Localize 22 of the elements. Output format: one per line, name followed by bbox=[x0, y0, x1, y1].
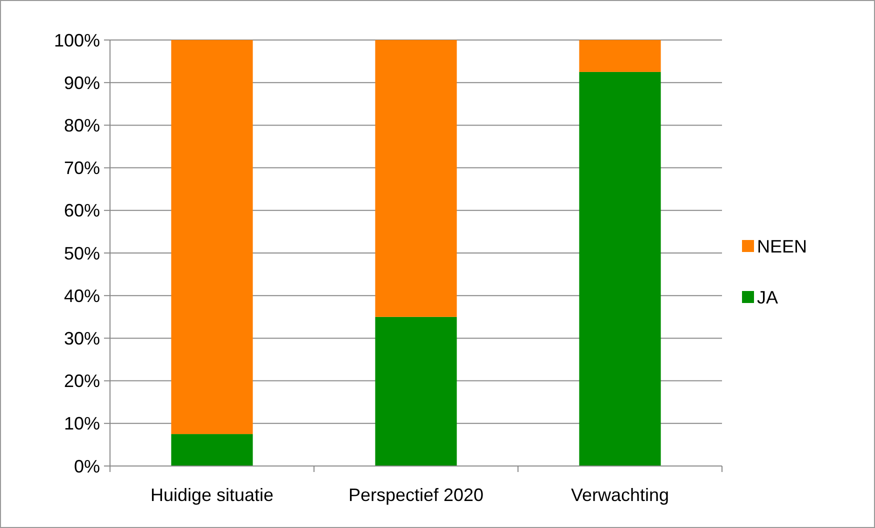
x-tick-label: Perspectief 2020 bbox=[348, 485, 484, 505]
legend-label: NEEN bbox=[757, 236, 808, 256]
y-tick-label: 80% bbox=[64, 116, 100, 136]
y-tick-label: 0% bbox=[74, 456, 100, 476]
y-tick-label: 10% bbox=[64, 414, 100, 434]
x-tick-label: Verwachting bbox=[570, 485, 670, 505]
x-tick-label: Huidige situatie bbox=[150, 485, 274, 505]
y-tick-label: 100% bbox=[54, 30, 100, 50]
legend-label: JA bbox=[757, 287, 778, 308]
y-tick-label: 50% bbox=[64, 243, 100, 264]
y-tick-label: 30% bbox=[64, 328, 100, 348]
y-tick-label: 20% bbox=[64, 371, 100, 392]
bar bbox=[171, 40, 253, 434]
y-tick-label: 40% bbox=[64, 286, 100, 306]
y-tick-label: 60% bbox=[64, 200, 100, 221]
y-tick-label: 70% bbox=[64, 158, 100, 178]
bar bbox=[579, 72, 661, 466]
bar bbox=[579, 40, 661, 72]
bar bbox=[375, 40, 457, 317]
bar bbox=[171, 434, 253, 466]
y-tick-label: 90% bbox=[64, 72, 100, 93]
bar bbox=[375, 316, 457, 466]
